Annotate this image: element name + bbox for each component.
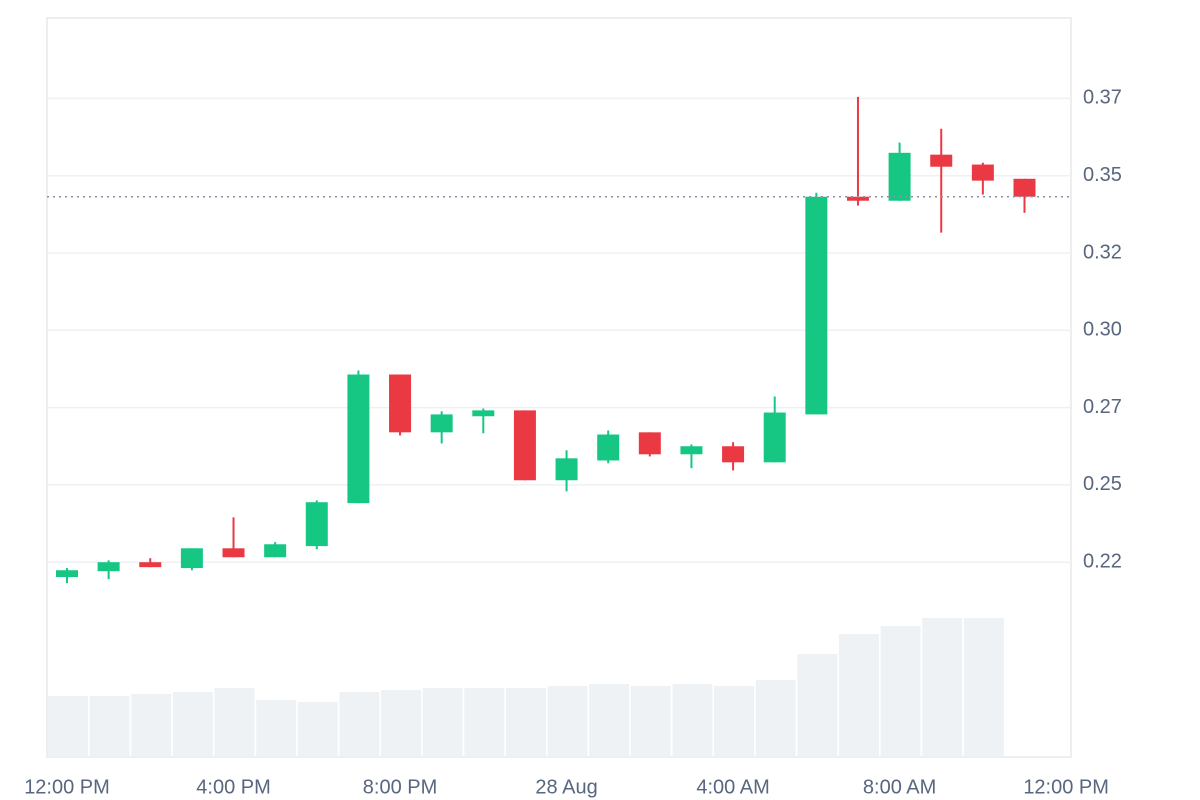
volume-bar (672, 684, 713, 757)
candle-body (472, 410, 495, 417)
candle-body (638, 432, 661, 455)
volume-bar (131, 694, 172, 757)
x-tick-label: 28 Aug (535, 776, 597, 798)
candle-body (597, 434, 620, 461)
candle-body (555, 458, 578, 481)
y-tick-label: 0.35 (1083, 164, 1122, 186)
candle-body (139, 562, 162, 568)
x-tick-label: 8:00 PM (363, 776, 437, 798)
volume-bar (256, 700, 297, 757)
candle-body (846, 196, 869, 201)
volume-bar (797, 654, 838, 757)
candle-body (56, 570, 78, 578)
volume-bar (172, 692, 213, 757)
volume-bar (48, 696, 88, 757)
volume-bar (714, 686, 755, 757)
volume-bar (838, 634, 879, 757)
candle-body (180, 548, 203, 569)
volume-bar (505, 688, 546, 757)
volume-bar (880, 626, 921, 757)
candle-body (97, 562, 120, 572)
volume-bar (547, 686, 588, 757)
y-tick-label: 0.25 (1083, 473, 1122, 495)
volume-bar (214, 688, 255, 757)
x-tick-label: 8:00 AM (863, 776, 936, 798)
volume-bar (89, 696, 130, 757)
candle-body (513, 410, 536, 481)
volume-bar (381, 690, 422, 757)
volume-bar (963, 618, 1004, 757)
candle-body (971, 164, 994, 181)
candle-body (763, 412, 786, 463)
volume-bar (339, 692, 380, 757)
y-tick-label: 0.30 (1083, 319, 1122, 341)
volume-bar (755, 680, 796, 757)
candle-body (264, 544, 287, 558)
x-tick-label: 4:00 AM (696, 776, 769, 798)
x-tick-label: 12:00 PM (24, 776, 110, 798)
candle-body (347, 374, 370, 504)
volume-bar (589, 684, 630, 757)
x-tick-label: 4:00 PM (196, 776, 270, 798)
volume-bar (922, 618, 963, 757)
y-tick-label: 0.37 (1083, 87, 1122, 109)
candle-body (1013, 178, 1036, 197)
y-tick-label: 0.27 (1083, 396, 1122, 418)
volume-bar (630, 686, 671, 757)
y-tick-label: 0.32 (1083, 241, 1122, 263)
candle-body (680, 446, 703, 455)
volume-bar (297, 702, 338, 757)
candle-body (305, 502, 328, 547)
candle-body (888, 152, 911, 201)
volume-bar (422, 688, 463, 757)
candle-body (430, 414, 453, 433)
candle-body (722, 446, 745, 463)
candle-body (222, 548, 245, 558)
candle-body (930, 154, 953, 167)
x-tick-label: 12:00 PM (1023, 776, 1109, 798)
candle-body (389, 374, 412, 433)
candle-body (805, 196, 828, 415)
y-tick-label: 0.22 (1083, 550, 1122, 572)
volume-bar (464, 688, 505, 757)
